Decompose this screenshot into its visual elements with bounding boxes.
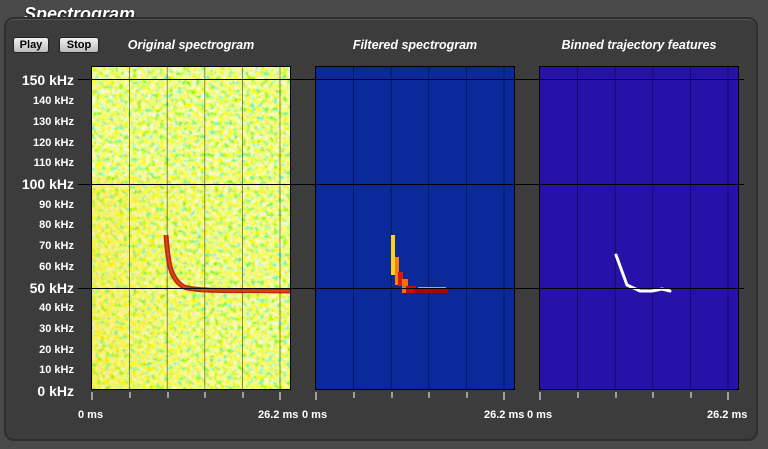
gridline-50khz bbox=[78, 288, 744, 289]
play-button[interactable]: Play bbox=[13, 37, 49, 53]
x-axis-ticks-original bbox=[91, 392, 281, 400]
x-label-start-binned: 0 ms bbox=[527, 409, 553, 421]
gridline-150khz bbox=[78, 79, 744, 80]
stop-button[interactable]: Stop bbox=[59, 37, 99, 53]
y-label-50: 50 kHz bbox=[29, 280, 74, 296]
plot-title-filtered: Filtered spectrogram bbox=[352, 38, 478, 52]
y-label-70: 70 kHz bbox=[39, 240, 74, 252]
y-label-150: 150 kHz bbox=[21, 72, 74, 88]
trajectory-line bbox=[614, 253, 672, 293]
y-label-30: 30 kHz bbox=[39, 323, 74, 335]
y-label-60: 60 kHz bbox=[39, 261, 74, 273]
filtered-spectrogram-plot bbox=[315, 66, 515, 390]
binned-trajectory-plot bbox=[539, 66, 739, 390]
x-label-end-filtered: 26.2 ms bbox=[484, 409, 525, 421]
plot-title-original: Original spectrogram bbox=[127, 38, 255, 52]
y-label-140: 140 kHz bbox=[33, 95, 74, 107]
y-label-110: 110 kHz bbox=[33, 157, 74, 169]
y-label-10: 10 kHz bbox=[39, 364, 74, 376]
filtered-call-trace bbox=[391, 235, 448, 293]
y-label-20: 20 kHz bbox=[39, 344, 74, 356]
y-label-90: 90 kHz bbox=[39, 199, 74, 211]
y-label-80: 80 kHz bbox=[39, 219, 74, 231]
x-label-start-filtered: 0 ms bbox=[302, 409, 328, 421]
y-label-100: 100 kHz bbox=[21, 176, 74, 192]
plot-title-binned: Binned trajectory features bbox=[561, 38, 717, 52]
y-label-120: 120 kHz bbox=[33, 137, 74, 149]
original-spectrogram-plot bbox=[91, 66, 291, 390]
y-label-0: 0 kHz bbox=[37, 383, 74, 399]
y-label-130: 130 kHz bbox=[33, 116, 74, 128]
x-label-end-original: 26.2 ms bbox=[258, 409, 299, 421]
x-axis-ticks-filtered bbox=[315, 392, 505, 400]
x-label-start-original: 0 ms bbox=[78, 409, 104, 421]
gridline-100khz bbox=[78, 184, 744, 185]
x-axis-ticks-binned bbox=[539, 392, 729, 400]
x-label-end-binned: 26.2 ms bbox=[707, 409, 748, 421]
y-label-40: 40 kHz bbox=[39, 302, 74, 314]
